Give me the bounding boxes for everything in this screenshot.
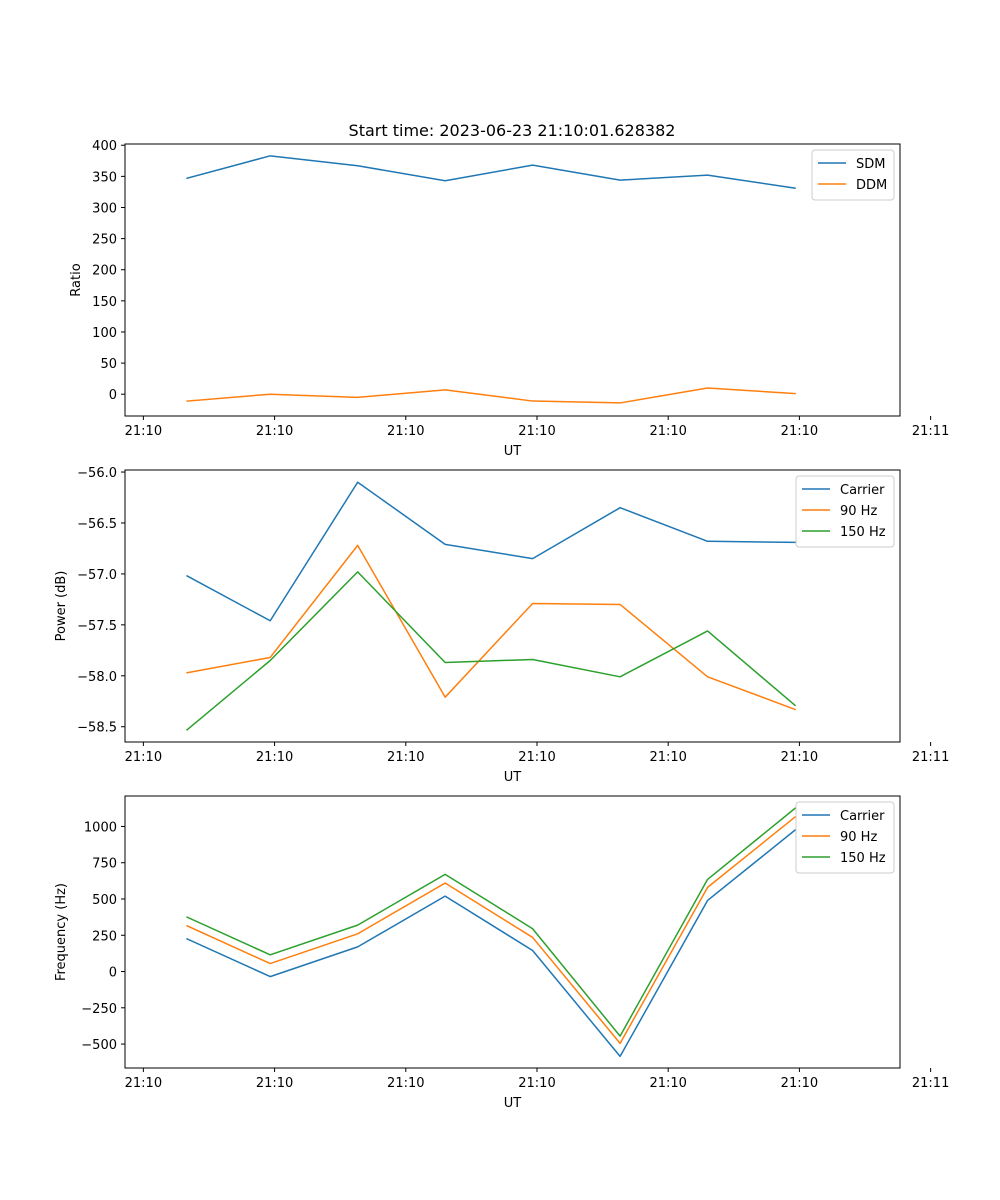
x-tick-label: 21:10 [518, 750, 555, 765]
x-tick-label: 21:10 [256, 750, 293, 765]
series-line-90-hz [186, 544, 796, 711]
legend-label: SDM [856, 157, 885, 172]
legend: SDM DDM [811, 149, 895, 201]
y-axis-label: Power (dB) [54, 571, 69, 642]
legend-label: 150 Hz [840, 851, 886, 866]
legend-label: 90 Hz [840, 504, 877, 519]
legend: Carrier 90 Hz 150 Hz [795, 801, 895, 874]
x-axis-label: UT [504, 1096, 522, 1111]
y-tick-label: −56.0 [77, 466, 117, 481]
y-tick-label: −500 [81, 1038, 117, 1053]
x-tick-label: 21:10 [125, 1076, 162, 1091]
legend-label: 150 Hz [840, 525, 886, 540]
x-tick-label: 21:11 [912, 750, 949, 765]
x-tick-label: 21:10 [649, 1076, 686, 1091]
x-tick-label: 21:10 [518, 424, 555, 439]
x-tick-label: 21:11 [912, 1076, 949, 1091]
series-lines [186, 807, 797, 1058]
subplot-frequency: 21:10 21:10 21:10 21:10 21:10 21:10 21:11 −500 −… [54, 795, 949, 1111]
y-tick-label: 250 [92, 929, 117, 944]
y-axis-label: Frequency (Hz) [54, 883, 69, 981]
y-tick-label: −57.0 [77, 568, 117, 583]
series-line-carrier [186, 481, 796, 622]
subplot-power: 21:10 21:10 21:10 21:10 21:10 21:10 21:11 −56.0… [54, 466, 949, 785]
series-lines [186, 155, 796, 404]
legend-label: DDM [856, 178, 887, 193]
series-line-carrier [186, 829, 797, 1058]
y-tick-label: 0 [109, 966, 117, 981]
y-tick-label: 250 [92, 233, 117, 248]
y-tick-label: 750 [92, 857, 117, 872]
x-tick-label: 21:10 [781, 1076, 818, 1091]
y-tick-label: 0 [109, 388, 117, 403]
x-tick-label: 21:10 [781, 424, 818, 439]
x-tick-label: 21:10 [256, 424, 293, 439]
x-tick-label: 21:10 [649, 750, 686, 765]
chart-title: Start time: 2023-06-23 21:10:01.628382 [349, 121, 676, 140]
x-tick-label: 21:10 [781, 750, 818, 765]
y-tick-label: 50 [100, 357, 117, 372]
legend: Carrier 90 Hz 150 Hz [795, 475, 895, 548]
legend-label: 90 Hz [840, 830, 877, 845]
axes-frame [124, 469, 901, 743]
y-tick-label: 150 [92, 295, 117, 310]
y-tick-label: 1000 [84, 820, 117, 835]
axes-frame [124, 143, 901, 417]
x-tick-label: 21:11 [912, 424, 949, 439]
x-tick-label: 21:10 [649, 424, 686, 439]
y-tick-label: 100 [92, 326, 117, 341]
x-axis-label: UT [504, 770, 522, 785]
axes-frame [124, 795, 901, 1069]
legend-label: Carrier [840, 809, 885, 824]
series-line-150-hz [186, 807, 797, 1037]
series-line-150-hz [186, 571, 797, 731]
x-tick-label: 21:10 [387, 750, 424, 765]
subplot-ratio: 21:10 21:10 21:10 21:10 21:10 21:10 21:11 0 50 10… [69, 139, 949, 459]
series-line-sdm [186, 155, 796, 190]
legend-box [795, 475, 895, 548]
y-tick-label: −58.0 [77, 670, 117, 685]
y-tick-label: 500 [92, 893, 117, 908]
y-tick-label: −56.5 [77, 517, 117, 532]
x-tick-label: 21:10 [518, 1076, 555, 1091]
series-line-90-hz [186, 815, 797, 1045]
x-tick-label: 21:10 [387, 1076, 424, 1091]
y-tick-label: 200 [92, 264, 117, 279]
y-tick-label: −250 [81, 1002, 117, 1017]
x-tick-label: 21:10 [125, 424, 162, 439]
x-tick-label: 21:10 [256, 1076, 293, 1091]
x-tick-label: 21:10 [387, 424, 424, 439]
y-tick-label: 300 [92, 201, 117, 216]
legend-box [795, 801, 895, 874]
x-axis-label: UT [504, 444, 522, 459]
y-tick-label: −57.5 [77, 619, 117, 634]
y-tick-label: 350 [92, 170, 117, 185]
x-tick-label: 21:10 [125, 750, 162, 765]
y-axis-label: Ratio [69, 263, 84, 296]
legend-label: Carrier [840, 483, 885, 498]
series-lines [186, 481, 797, 731]
y-tick-label: 400 [92, 139, 117, 154]
series-line-ddm [186, 387, 796, 404]
y-tick-label: −58.5 [77, 721, 117, 736]
